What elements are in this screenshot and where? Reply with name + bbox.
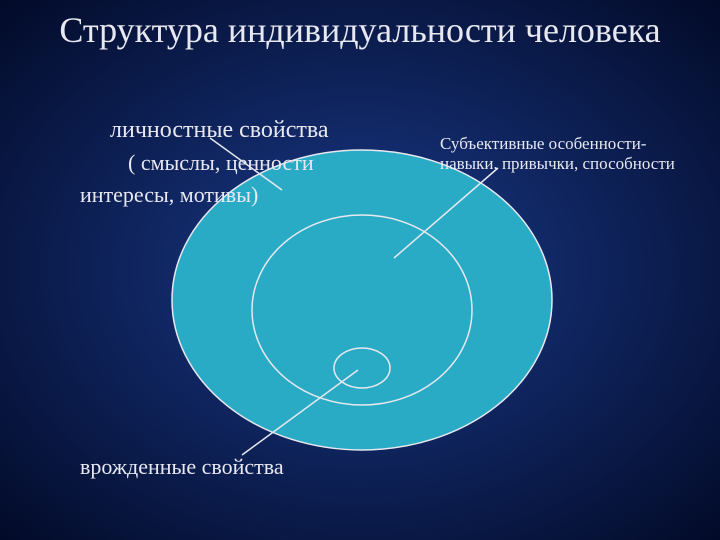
slide: Структура индивидуальности человека личн… <box>0 0 720 540</box>
label-innate-properties: врожденные свойства <box>80 454 284 480</box>
label-personal-line2: ( смыслы, ценности <box>128 150 314 176</box>
label-subjective-line1: Субъективные особенности- <box>440 134 646 154</box>
label-subjective-line2: навыки, привычки, способности <box>440 154 675 174</box>
label-personal-line3: интересы, мотивы) <box>80 182 258 208</box>
label-personal-properties: личностные свойства <box>110 116 329 145</box>
